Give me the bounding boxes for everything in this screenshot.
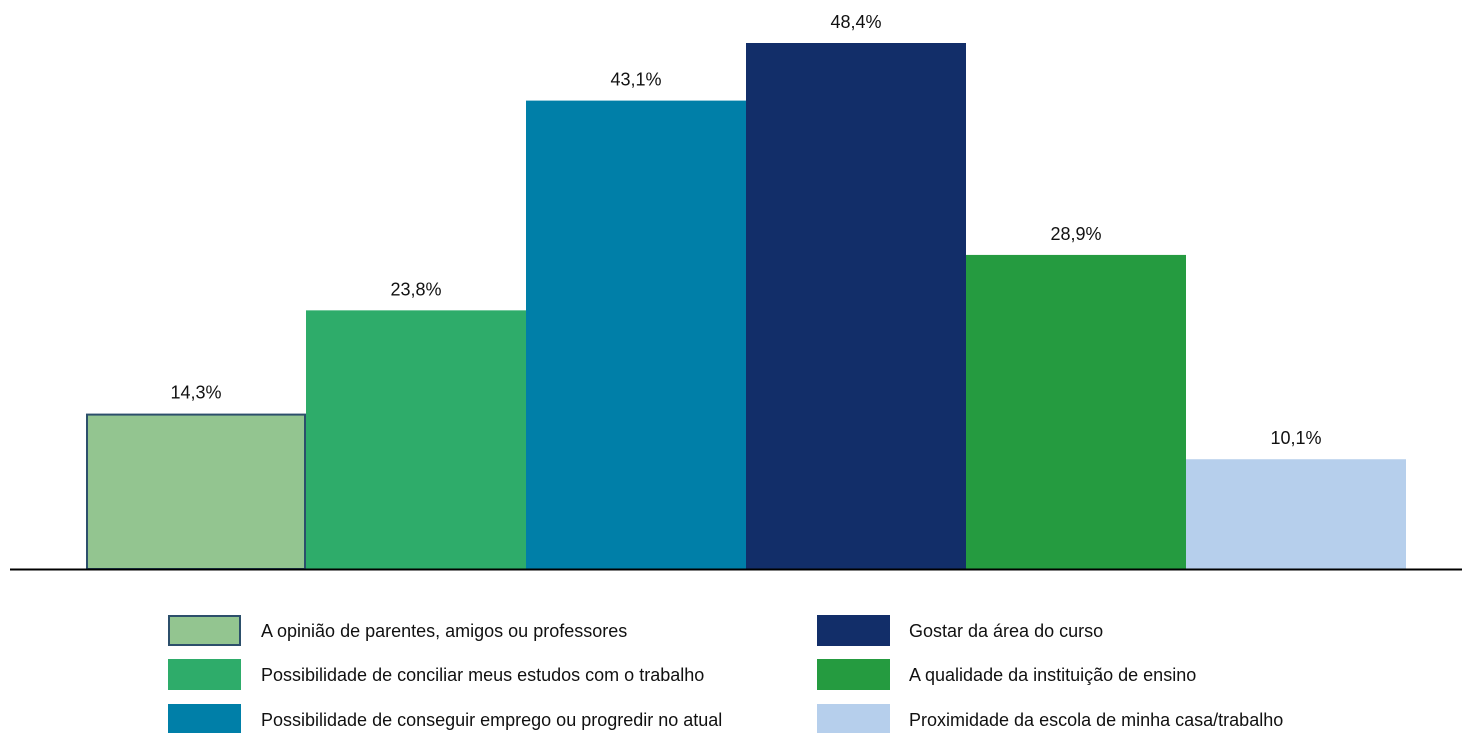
bar-2 — [306, 310, 526, 569]
legend-label-6: Proximidade da escola de minha casa/trab… — [909, 710, 1283, 730]
bar-6 — [1186, 459, 1406, 569]
legend: A opinião de parentes, amigos ou profess… — [168, 615, 1283, 733]
bars-group — [86, 43, 1406, 570]
bar-value-label-5: 28,9% — [1050, 224, 1101, 244]
bar-value-label-2: 23,8% — [390, 279, 441, 299]
bar-3 — [526, 100, 746, 569]
legend-label-5: A qualidade da instituição de ensino — [909, 665, 1196, 685]
legend-label-2: Possibilidade de conciliar meus estudos … — [261, 665, 704, 685]
legend-swatch-3 — [168, 704, 241, 733]
legend-swatch-1 — [168, 615, 241, 646]
legend-swatch-6 — [817, 704, 890, 733]
legend-swatch-5 — [817, 659, 890, 690]
legend-label-1: A opinião de parentes, amigos ou profess… — [261, 621, 627, 641]
legend-label-4: Gostar da área do curso — [909, 621, 1103, 641]
bar-value-label-6: 10,1% — [1270, 428, 1321, 448]
bar-4 — [746, 43, 966, 569]
value-labels-group: 14,3% 23,8% 43,1% 48,4% 28,9% 10,1% — [170, 12, 1321, 448]
legend-label-3: Possibilidade de conseguir emprego ou pr… — [261, 710, 722, 730]
bar-5 — [966, 254, 1186, 569]
bar-1 — [86, 413, 306, 570]
bar-value-label-1: 14,3% — [170, 383, 221, 403]
bar-value-label-3: 43,1% — [610, 70, 661, 90]
legend-swatch-4 — [817, 615, 890, 646]
bar-value-label-4: 48,4% — [830, 12, 881, 32]
legend-swatch-2 — [168, 659, 241, 690]
